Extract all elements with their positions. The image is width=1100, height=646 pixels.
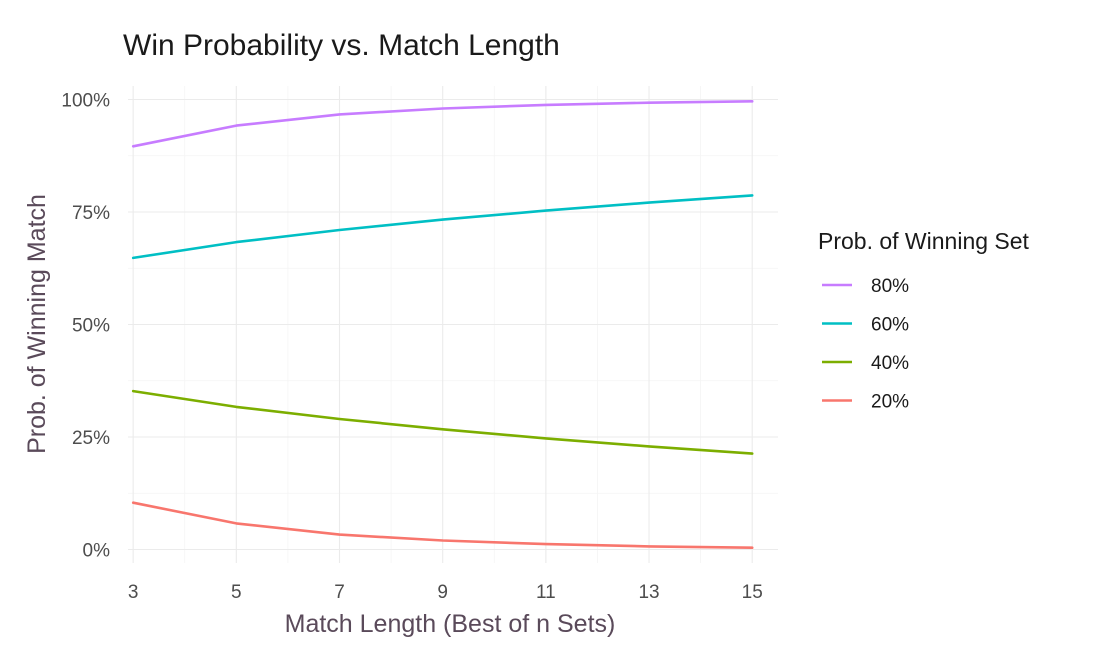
x-tick-label: 9 (437, 582, 448, 603)
legend-label: 80% (871, 276, 909, 297)
y-tick-label: 50% (72, 316, 110, 337)
grid (128, 86, 778, 563)
x-tick-label: 7 (334, 582, 345, 603)
series-line-2 (131, 389, 754, 455)
legend: Prob. of Winning Set 80% 60% 40% 20% (818, 228, 1030, 413)
chart-title: Win Probability vs. Match Length (123, 29, 560, 62)
x-tick-label: 11 (536, 582, 556, 603)
y-tick-label: 75% (72, 203, 110, 224)
x-axis-title: Match Length (Best of n Sets) (285, 610, 616, 638)
legend-label: 20% (871, 392, 909, 413)
x-axis-ticks: 3 5 7 9 11 13 15 (128, 582, 763, 603)
x-tick-label: 15 (742, 582, 763, 603)
series-line-0 (131, 100, 754, 148)
x-tick-label: 3 (128, 582, 139, 603)
series-line-3 (131, 501, 754, 550)
legend-title: Prob. of Winning Set (818, 228, 1030, 254)
y-axis-title: Prob. of Winning Match (23, 194, 51, 454)
x-tick-label: 5 (231, 582, 242, 603)
y-tick-label: 100% (61, 91, 110, 112)
series-lines (131, 100, 754, 550)
y-tick-label: 0% (83, 541, 111, 562)
y-axis-ticks: 0% 25% 50% 75% 100% (61, 91, 110, 562)
series-line-1 (131, 194, 754, 260)
y-tick-label: 25% (72, 428, 110, 449)
x-tick-label: 13 (638, 582, 659, 603)
legend-label: 60% (871, 315, 909, 336)
legend-label: 40% (871, 353, 909, 374)
